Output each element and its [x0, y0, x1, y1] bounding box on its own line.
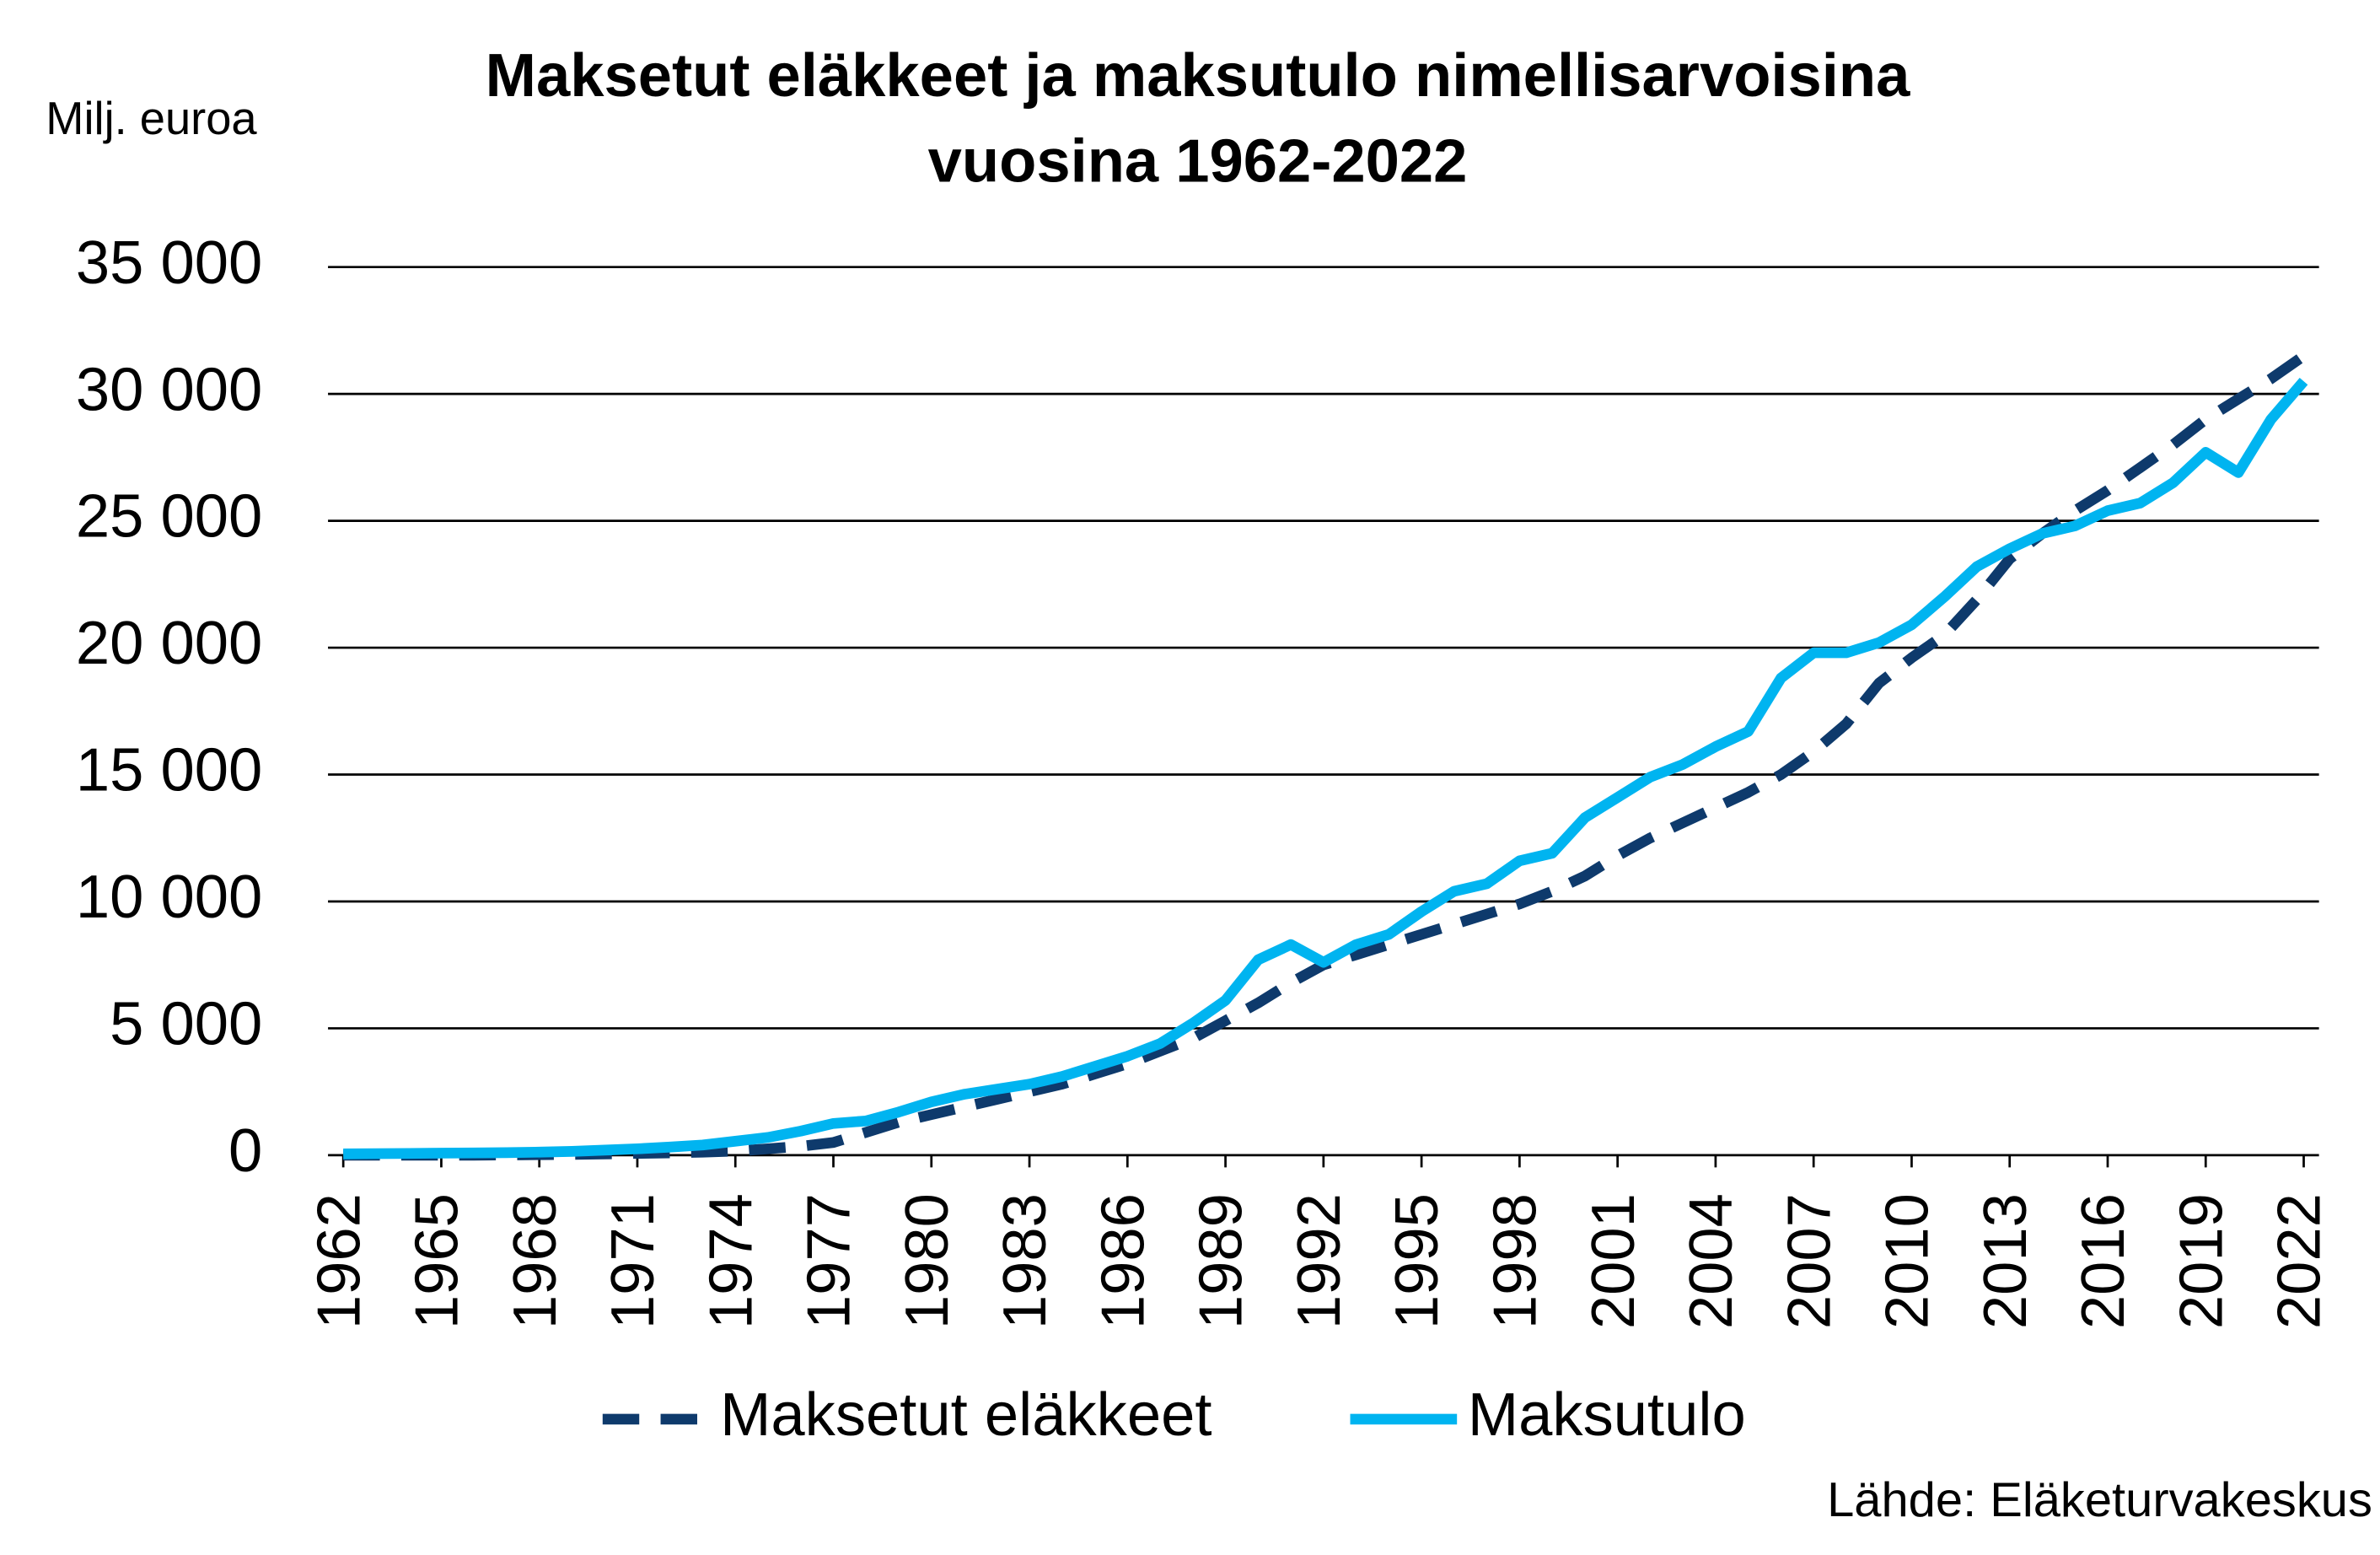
x-tick-label: 1995 [1383, 1193, 1451, 1329]
series-line [343, 377, 2308, 1160]
x-tick-label: 1977 [795, 1193, 863, 1329]
x-tick-label: 2010 [1873, 1193, 1942, 1329]
x-tick-label: 2022 [2265, 1193, 2334, 1329]
x-tick-label: 2019 [2167, 1193, 2235, 1329]
y-tick-label: 0 [228, 1116, 262, 1185]
x-tick-label: 2007 [1775, 1193, 1843, 1329]
y-axis-label: Milj. euroa [46, 93, 257, 144]
x-tick-label: 2016 [2069, 1193, 2137, 1329]
x-tick-label: 1983 [991, 1193, 1059, 1329]
y-tick-label: 5 000 [110, 990, 262, 1058]
x-tick-label: 1989 [1187, 1193, 1255, 1329]
x-tick-label: 1980 [893, 1193, 961, 1329]
legend-label: Maksetut eläkkeet [720, 1380, 1211, 1449]
y-tick-label: 15 000 [76, 736, 262, 804]
title-box: Maksetut eläkkeet ja maksutulo nimellisa… [485, 42, 1910, 196]
x-tick-label: 1965 [403, 1193, 471, 1329]
source: Lähde: Eläketurvakeskus [1827, 1473, 2372, 1527]
x-tick-label: 1968 [501, 1193, 569, 1329]
x-tick-label: 1962 [304, 1193, 373, 1329]
x-tick-label: 1974 [696, 1193, 765, 1329]
y-tick-label: 10 000 [76, 863, 262, 931]
x-tick-label: 1986 [1088, 1193, 1157, 1329]
x-tick-label: 2001 [1579, 1193, 1647, 1329]
y-tick-label: 25 000 [76, 482, 262, 551]
x-tick-label: 1992 [1285, 1193, 1353, 1329]
y-tick-label: 30 000 [76, 355, 262, 423]
y-tick-label: 20 000 [76, 609, 262, 677]
x-tick-label: 2004 [1677, 1193, 1745, 1329]
x-tick-label: 2013 [1971, 1193, 2039, 1329]
x-tick-label: 1998 [1481, 1193, 1550, 1329]
y-tick-label: 35 000 [76, 229, 262, 297]
chart-title: Maksetut eläkkeet ja maksutulo nimellisa… [485, 42, 1910, 196]
x-tick-label: 1971 [599, 1193, 667, 1329]
legend-label: Maksutulo [1468, 1380, 1746, 1449]
